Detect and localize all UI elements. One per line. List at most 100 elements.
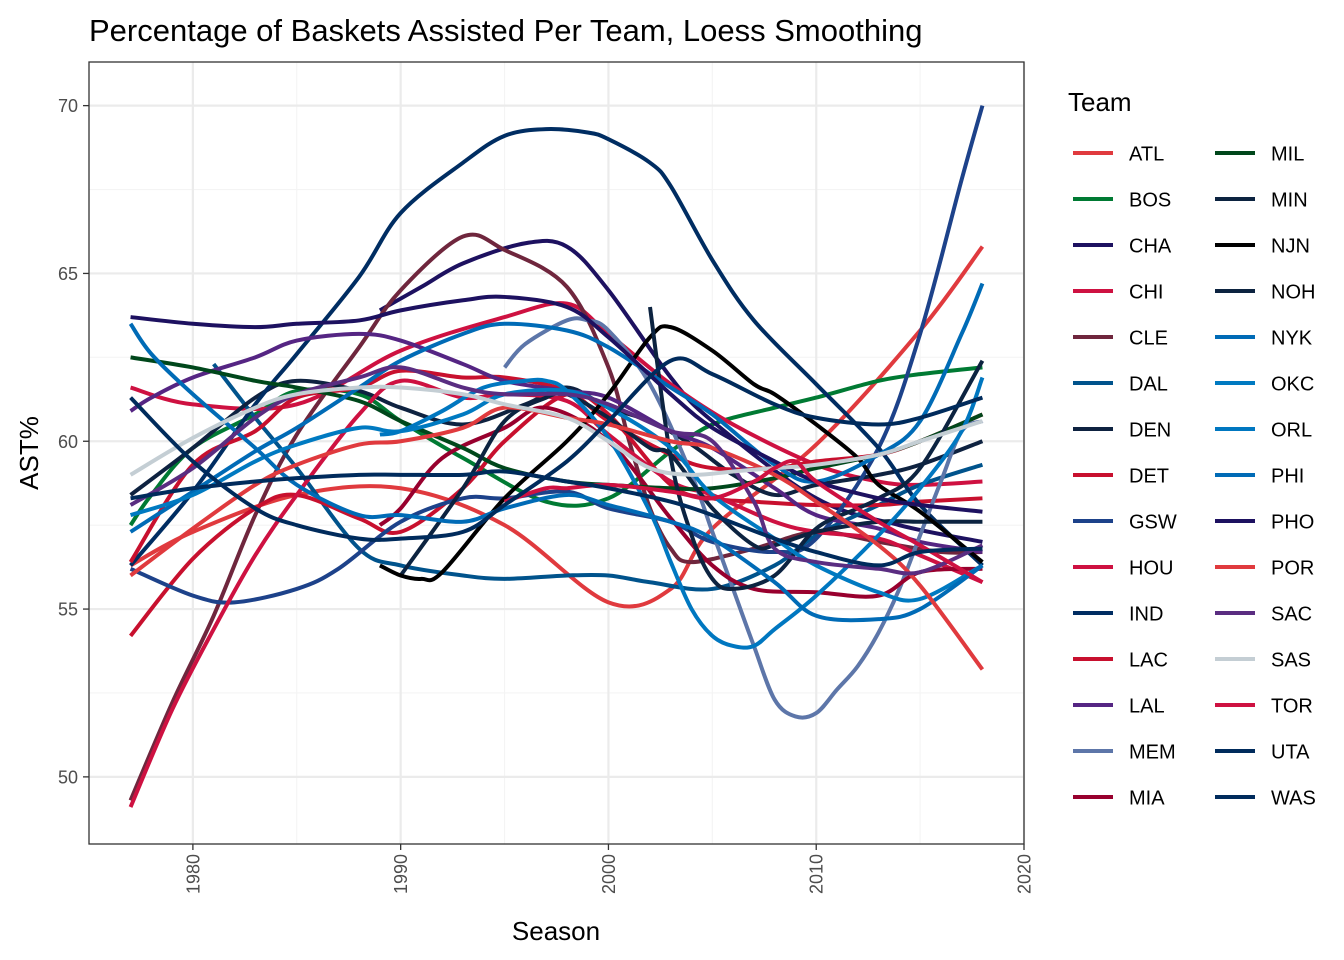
legend-item-min: MIN [1215,190,1308,212]
legend-label: PHO [1271,512,1314,534]
legend-label: MIN [1271,190,1308,212]
legend-label: IND [1129,604,1163,626]
legend-item-mem: MEM [1073,742,1176,764]
legend-title: Team [1068,87,1132,117]
legend-item-lal: LAL [1073,696,1165,718]
series-line-cha [378,238,983,544]
y-tick-label: 65 [58,264,78,284]
legend-item-det: DET [1073,466,1169,488]
legend-item-chi: CHI [1073,282,1163,304]
series-line-noh [648,306,985,592]
legend-label: DET [1129,466,1169,488]
legend-item-por: POR [1215,558,1314,580]
legend-item-phi: PHI [1215,466,1304,488]
legend-item-atl: ATL [1073,144,1164,166]
series-line-njn [378,324,984,583]
legend-label: OKC [1271,374,1314,396]
legend-label: DEN [1129,420,1171,442]
legend-item-orl: ORL [1215,420,1312,442]
legend-label: CHA [1129,236,1172,258]
legend-label: MIA [1129,788,1165,810]
series-line-cle [128,232,983,802]
x-tick-label: 2010 [807,854,827,894]
legend-label: CLE [1129,328,1168,350]
legend-label: SAS [1271,650,1311,672]
legend-item-noh: NOH [1215,282,1315,304]
legend-item-gsw: GSW [1073,512,1177,534]
legend-label: DAL [1129,374,1168,396]
legend-item-cha: CHA [1073,236,1172,258]
x-axis: 1980 1990 2000 2010 2020 [183,844,1035,894]
series-line-phi [128,322,984,623]
legend-item-uta: UTA [1215,742,1310,764]
x-tick-label: 1980 [183,854,203,894]
legend-label: BOS [1129,190,1171,212]
legend-item-was: WAS [1215,788,1316,810]
plot-panel [88,61,1026,845]
series-line-dal [212,362,984,592]
legend-item-cle: CLE [1073,328,1168,350]
legend-item-sac: SAC [1215,604,1312,626]
legend-item-ind: IND [1073,604,1163,626]
x-tick-label: 2020 [1015,854,1035,894]
legend-label: TOR [1271,696,1313,718]
legend-label: LAC [1129,650,1168,672]
y-tick-label: 55 [58,600,78,620]
legend-label: GSW [1129,512,1177,534]
legend-label: NJN [1271,236,1310,258]
legend-label: MIL [1271,144,1304,166]
legend-label: NYK [1271,328,1313,350]
legend-item-mia: MIA [1073,788,1165,810]
legend-label: HOU [1129,558,1173,580]
legend-label: PHI [1271,466,1304,488]
legend-label: LAL [1129,696,1165,718]
legend-item-pho: PHO [1215,512,1314,534]
series-line-orl [379,376,985,650]
legend-label: ORL [1271,420,1312,442]
series-line-ind [129,127,984,567]
panel-border [88,61,1025,845]
legend-item-okc: OKC [1215,374,1314,396]
legend-label: ATL [1129,144,1164,166]
legend-item-sas: SAS [1215,650,1311,672]
legend-label: UTA [1271,742,1310,764]
legend-item-njn: NJN [1215,236,1310,258]
legend-label: SAC [1271,604,1312,626]
legend-item-den: DEN [1073,420,1171,442]
legend-label: WAS [1271,788,1316,810]
y-tick-label: 50 [58,767,78,787]
legend-item-dal: DAL [1073,374,1168,396]
y-axis: 50 55 60 65 70 [58,96,89,787]
y-tick-label: 70 [58,96,78,116]
series-lines [128,105,985,808]
legend-item-hou: HOU [1073,558,1173,580]
legend-item-tor: TOR [1215,696,1313,718]
legend-item-bos: BOS [1073,190,1171,212]
series-line-lal [129,331,983,554]
series-line-tor [503,458,984,584]
y-axis-title: AST% [14,416,44,490]
x-tick-label: 2000 [599,854,619,894]
x-tick-label: 1990 [391,854,411,894]
series-line-was [129,356,984,542]
legend-item-nyk: NYK [1215,328,1313,350]
series-line-uta [130,469,983,568]
legend-items: ATL BOS CHA CHI CLE DAL DEN DET GSW HOU IND LAC LAL M… [1073,144,1316,810]
legend-item-lac: LAC [1073,650,1168,672]
series-line-sas [129,384,984,477]
legend-label: POR [1271,558,1314,580]
x-axis-title: Season [512,916,600,946]
legend-label: NOH [1271,282,1315,304]
legend: Team ATL BOS CHA CHI CLE DAL DEN DET GSW HOU IND LA… [1068,87,1316,810]
series-line-nyk [129,282,985,534]
series-line-gsw [129,105,985,605]
chart-title: Percentage of Baskets Assisted Per Team,… [89,13,922,48]
legend-label: MEM [1129,742,1176,764]
series-line-mia [378,405,983,599]
series-line-pho [130,294,983,514]
series-line-atl [129,245,985,609]
legend-label: CHI [1129,282,1163,304]
y-tick-label: 60 [58,432,78,452]
legend-item-mil: MIL [1215,144,1304,166]
